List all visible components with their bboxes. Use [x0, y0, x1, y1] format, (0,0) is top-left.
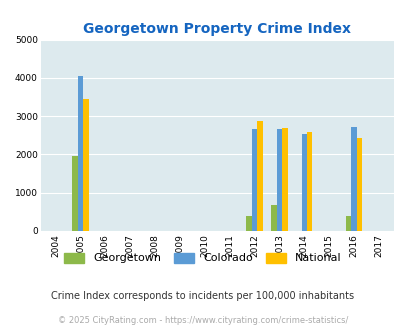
Bar — [350, 127, 356, 231]
Bar — [356, 138, 361, 231]
Bar — [306, 132, 312, 231]
Bar — [345, 216, 350, 231]
Bar — [72, 155, 77, 231]
Text: Crime Index corresponds to incidents per 100,000 inhabitants: Crime Index corresponds to incidents per… — [51, 291, 354, 301]
Bar — [77, 76, 83, 231]
Bar — [246, 216, 251, 231]
Bar — [251, 129, 257, 231]
Text: © 2025 CityRating.com - https://www.cityrating.com/crime-statistics/: © 2025 CityRating.com - https://www.city… — [58, 316, 347, 325]
Bar — [276, 129, 281, 231]
Bar — [257, 121, 262, 231]
Legend: Georgetown, Colorado, National: Georgetown, Colorado, National — [64, 253, 341, 263]
Bar — [281, 128, 287, 231]
Bar — [301, 134, 306, 231]
Bar — [83, 99, 88, 231]
Bar — [271, 205, 276, 231]
Title: Georgetown Property Crime Index: Georgetown Property Crime Index — [83, 22, 350, 36]
